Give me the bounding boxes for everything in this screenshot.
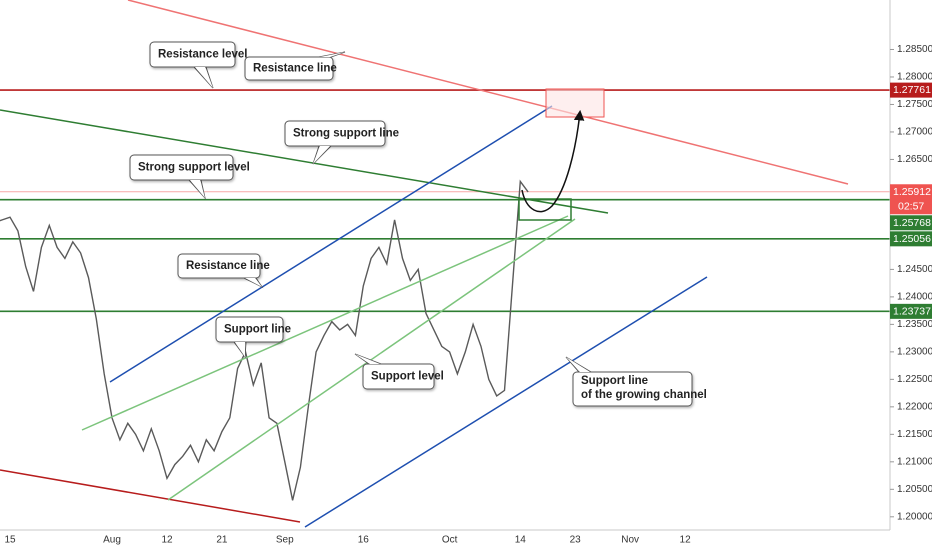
callout-text: Resistance line <box>253 63 337 75</box>
callout-pointer-fill <box>195 67 213 88</box>
callout-text: Support line <box>581 375 648 387</box>
x-tick-label: Aug <box>103 535 121 546</box>
price-tag <box>890 303 932 319</box>
price-tag <box>890 82 932 98</box>
y-tick-label: 1.28000 <box>897 72 932 83</box>
level-lines <box>0 89 890 313</box>
x-tick-label: 16 <box>358 535 370 546</box>
callout-box <box>284 120 386 147</box>
price-tag-label: 1.25056 <box>893 233 931 245</box>
price-line <box>0 179 529 501</box>
y-tick-label: 1.22500 <box>897 374 932 385</box>
price-tag <box>890 184 932 215</box>
target-box-red <box>545 88 605 118</box>
x-tick-label: Nov <box>621 535 639 546</box>
x-tick-label: 23 <box>570 535 582 546</box>
lower-line <box>0 469 301 523</box>
callout-box <box>362 363 435 390</box>
callout: Resistance line <box>177 253 270 289</box>
callout-box <box>177 253 261 279</box>
price-tag-label: 1.25912 <box>893 186 931 198</box>
x-tick-label: 12 <box>680 535 692 546</box>
price-tag <box>890 231 932 247</box>
callout: Support line of the growing channel <box>565 356 707 407</box>
support-level-line <box>167 218 576 501</box>
target-box-green <box>518 198 572 221</box>
callout: Strong support level <box>129 154 250 200</box>
y-tick-label: 1.21000 <box>897 456 932 467</box>
y-tick-label: 1.20500 <box>897 484 932 495</box>
callout-pointer-fill <box>235 342 245 357</box>
callout: Support level <box>354 353 444 390</box>
y-tick-label: 1.28500 <box>897 44 932 55</box>
callout-pointer-fill <box>566 357 590 372</box>
x-tick-label: Oct <box>442 535 458 546</box>
callout-box <box>244 56 334 81</box>
callout-text: Strong support line <box>293 128 399 140</box>
forecast-arrow <box>521 109 585 213</box>
x-tick-label: 15 <box>4 535 16 546</box>
y-tick-label: 1.27500 <box>897 99 932 110</box>
callout-text: of the growing channel <box>581 389 707 401</box>
callout-text: Support line <box>224 324 291 336</box>
channel-bottom <box>304 276 708 528</box>
callout: Strong support line <box>284 120 399 165</box>
annotations: Resistance level Resistance line Strong su… <box>129 41 707 407</box>
price-tag-label: 1.25768 <box>893 217 931 229</box>
callout-box <box>572 371 693 407</box>
x-tick-label: 12 <box>161 535 173 546</box>
callout-box <box>129 154 234 181</box>
y-tick-label: 1.21500 <box>897 429 932 440</box>
x-tick-label: 14 <box>515 535 527 546</box>
channel-top <box>109 105 553 383</box>
price-tags: 1.27761 1.25912 02:57 1.25768 1.25056 1.23737 <box>890 82 932 319</box>
callout-text: Resistance level <box>158 49 248 61</box>
y-tick-label: 1.23500 <box>897 319 932 330</box>
callout-text: Support level <box>371 371 444 383</box>
callout-box <box>149 41 236 68</box>
y-tick-label: 1.23000 <box>897 347 932 358</box>
axes: 1.28500 1.28000 1.27500 1.27000 1.26500 1.245… <box>4 44 932 546</box>
callout-text: Resistance line <box>186 260 270 272</box>
price-tag-label: 1.23737 <box>893 305 931 317</box>
countdown: 02:57 <box>898 201 924 213</box>
x-tick-label: Sep <box>276 535 294 546</box>
strong-support-line <box>0 109 609 214</box>
callout-box <box>215 316 284 343</box>
callout-pointer-fill <box>313 146 330 164</box>
resistance-line <box>127 0 849 185</box>
callout-text: Strong support level <box>138 162 250 174</box>
y-tick-label: 1.26500 <box>897 154 932 165</box>
callout-pointer-fill <box>320 52 345 57</box>
y-tick-label: 1.20000 <box>897 511 932 522</box>
x-tick-label: 21 <box>216 535 228 546</box>
callout: Support line <box>215 316 291 359</box>
callout: Resistance level <box>149 41 248 89</box>
support-line <box>81 215 569 431</box>
callout-pointer-fill <box>355 354 380 364</box>
y-tick-label: 1.22000 <box>897 401 932 412</box>
callout-pointer-fill <box>245 278 262 287</box>
price-series <box>0 179 529 501</box>
y-tick-label: 1.24000 <box>897 292 932 303</box>
callout: Resistance line <box>244 51 346 81</box>
price-tag <box>890 215 932 231</box>
trend-lines <box>0 0 849 528</box>
callout-pointer-fill <box>190 180 205 198</box>
y-tick-label: 1.24500 <box>897 264 932 275</box>
y-tick-label: 1.27000 <box>897 127 932 138</box>
price-tag-label: 1.27761 <box>893 84 931 96</box>
